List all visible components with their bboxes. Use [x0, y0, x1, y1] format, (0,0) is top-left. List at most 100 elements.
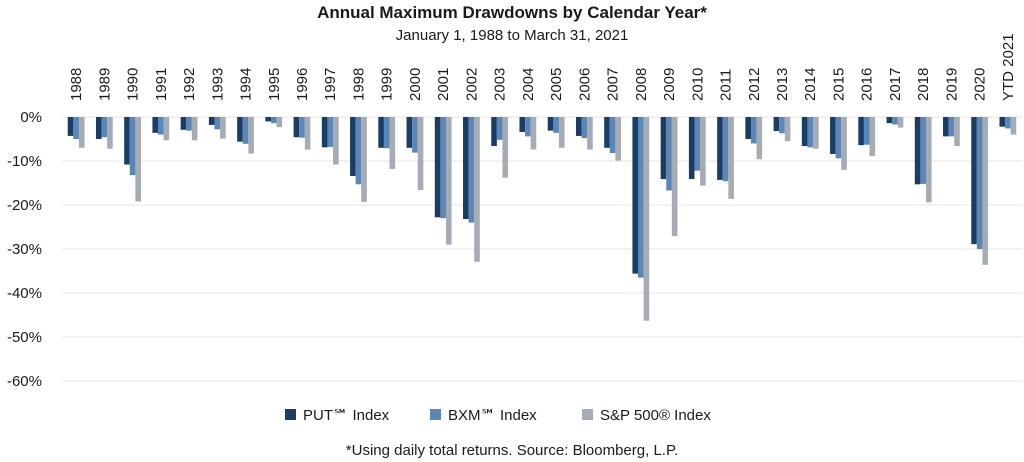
- bar: [158, 117, 164, 135]
- bar: [943, 117, 949, 137]
- legend-swatch: [430, 409, 441, 420]
- bar: [587, 117, 593, 150]
- x-tick-label: 2002: [463, 68, 480, 101]
- y-tick-label: -20%: [7, 197, 42, 214]
- bar: [643, 117, 650, 321]
- legend-label: BXM℠ Index: [448, 407, 537, 424]
- bar: [1010, 117, 1017, 135]
- x-tick-label: 2005: [548, 68, 565, 101]
- x-tick-label: 1988: [68, 68, 85, 101]
- bar: [745, 117, 751, 139]
- x-tick-label: 1991: [153, 68, 170, 101]
- bar: [773, 117, 780, 132]
- x-tick-label: 1994: [238, 68, 255, 101]
- bar: [519, 117, 526, 132]
- bar: [265, 117, 271, 122]
- bar: [547, 117, 554, 131]
- bar: [954, 117, 960, 147]
- bar: [304, 117, 311, 150]
- bar: [440, 117, 446, 219]
- bar: [558, 117, 565, 148]
- bar: [350, 117, 356, 176]
- bar: [129, 117, 136, 176]
- bar: [976, 117, 983, 249]
- bar: [638, 117, 644, 278]
- bar: [530, 117, 537, 150]
- bar: [163, 117, 170, 141]
- x-tick-label: 1997: [322, 68, 339, 101]
- bar: [248, 117, 254, 154]
- bar: [1005, 117, 1011, 129]
- bar: [700, 117, 706, 186]
- bar: [73, 117, 79, 139]
- x-tick-label: 1993: [209, 68, 226, 101]
- x-tick-label: 2007: [605, 68, 622, 101]
- bar: [214, 117, 221, 130]
- bar: [463, 117, 469, 220]
- bar: [694, 117, 701, 171]
- bar: [417, 117, 424, 191]
- y-tick-label: -60%: [7, 373, 42, 390]
- x-tick-label: 1989: [96, 68, 113, 101]
- legend-label: S&P 500® Index: [600, 407, 711, 424]
- bar: [925, 117, 932, 203]
- bar: [383, 117, 390, 149]
- chart-footnote: *Using daily total returns. Source: Bloo…: [346, 442, 678, 459]
- x-tick-label: 2016: [859, 68, 876, 101]
- bar: [784, 117, 791, 142]
- bar: [632, 117, 639, 274]
- bar: [95, 117, 102, 139]
- y-axis: 0% -10% -20% -30% -40% -50% -60%: [7, 109, 42, 390]
- x-tick-label: 2012: [746, 68, 763, 101]
- bar: [671, 117, 678, 237]
- bar: [496, 117, 503, 140]
- legend-swatch: [285, 409, 296, 420]
- bar: [982, 117, 989, 265]
- x-tick-label: 2017: [887, 68, 904, 101]
- bar: [406, 117, 413, 148]
- chart-subtitle: January 1, 1988 to March 31, 2021: [396, 27, 629, 44]
- bar: [807, 117, 814, 148]
- bar: [299, 117, 305, 138]
- x-tick-label: YTD 2021: [1000, 33, 1017, 101]
- x-axis: 1988 1989 1990 1991 1992 1993 1994 1995 1996 1997…: [68, 33, 1017, 101]
- x-tick-label: 2020: [972, 68, 989, 101]
- bars: [67, 117, 1017, 321]
- bar: [688, 117, 695, 180]
- bar: [892, 117, 898, 125]
- bar: [604, 117, 610, 148]
- bar: [237, 117, 243, 142]
- y-tick-label: 0%: [20, 109, 42, 126]
- bar: [276, 117, 283, 128]
- bar: [107, 117, 113, 149]
- legend: PUT℠ Index BXM℠ Index S&P 500® Index: [285, 407, 711, 424]
- bar: [180, 117, 187, 130]
- bar: [813, 117, 819, 149]
- legend-label: PUT℠ Index: [303, 407, 390, 424]
- bar: [445, 117, 452, 245]
- bar: [333, 117, 339, 165]
- bar: [378, 117, 384, 148]
- bar: [67, 117, 74, 136]
- x-tick-label: 2019: [943, 68, 960, 101]
- gridlines: [62, 116, 1022, 382]
- bar: [124, 117, 130, 165]
- bar: [886, 117, 893, 124]
- bar: [999, 117, 1006, 127]
- bar: [293, 117, 300, 138]
- x-tick-label: 1996: [294, 68, 311, 101]
- bar: [361, 117, 367, 202]
- bar: [553, 117, 559, 133]
- bar: [525, 117, 531, 137]
- y-tick-label: -10%: [7, 153, 42, 170]
- bar: [491, 117, 497, 147]
- bar: [389, 117, 396, 169]
- bar: [355, 117, 362, 185]
- bar: [575, 117, 582, 136]
- bar: [609, 117, 616, 154]
- x-tick-label: 1999: [379, 68, 396, 101]
- bar: [920, 117, 926, 184]
- bar: [728, 117, 734, 199]
